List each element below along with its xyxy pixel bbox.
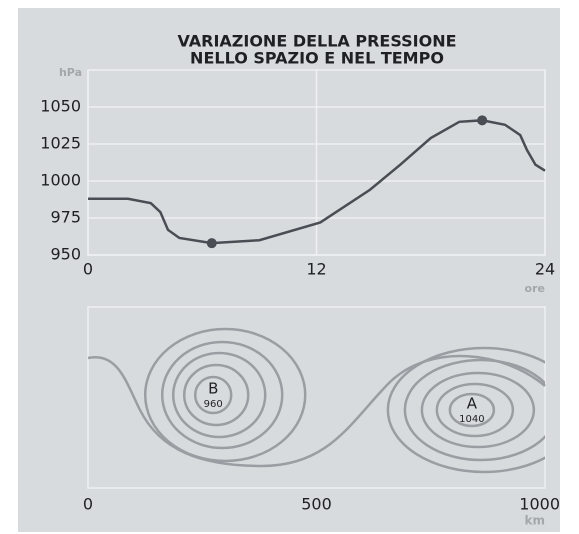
y-axis-label: hPa	[59, 66, 82, 79]
y-tick-label: 950	[50, 245, 81, 264]
x-tick-label: 24	[535, 260, 555, 279]
center-value: 1040	[459, 414, 484, 425]
isobar	[182, 363, 250, 427]
isobar	[435, 382, 515, 438]
marker	[477, 115, 488, 126]
isobar	[403, 358, 545, 462]
isobar	[448, 392, 496, 428]
center-label: A	[467, 395, 478, 413]
x-tick-label: 0	[83, 495, 93, 514]
panel	[18, 8, 560, 532]
isobar	[143, 327, 307, 463]
isobar	[386, 346, 545, 474]
isobar	[193, 375, 233, 415]
y-tick-label: 1000	[40, 171, 81, 190]
pressure-line	[88, 119, 546, 245]
x-tick-label: 12	[306, 260, 326, 279]
x-tick-label: 1000	[519, 495, 560, 514]
isobar	[420, 371, 536, 449]
front-line	[87, 354, 546, 468]
chart-title: VARIAZIONE DELLA PRESSIONE	[177, 32, 456, 51]
marker	[206, 238, 217, 249]
x-tick-label: 500	[301, 495, 332, 514]
center-label: B	[208, 380, 218, 398]
x-tick-label: 0	[83, 260, 93, 279]
center-value: 960	[204, 399, 223, 410]
isobar	[160, 340, 284, 450]
isobar	[171, 351, 267, 439]
y-tick-label: 1025	[40, 134, 81, 153]
chart-title: NELLO SPAZIO E NEL TEMPO	[190, 49, 444, 68]
y-tick-label: 975	[50, 208, 81, 227]
y-tick-label: 1050	[40, 97, 81, 116]
x-axis-label: km	[525, 514, 545, 528]
x-axis-label: ore	[525, 282, 545, 295]
map-frame	[87, 306, 546, 489]
